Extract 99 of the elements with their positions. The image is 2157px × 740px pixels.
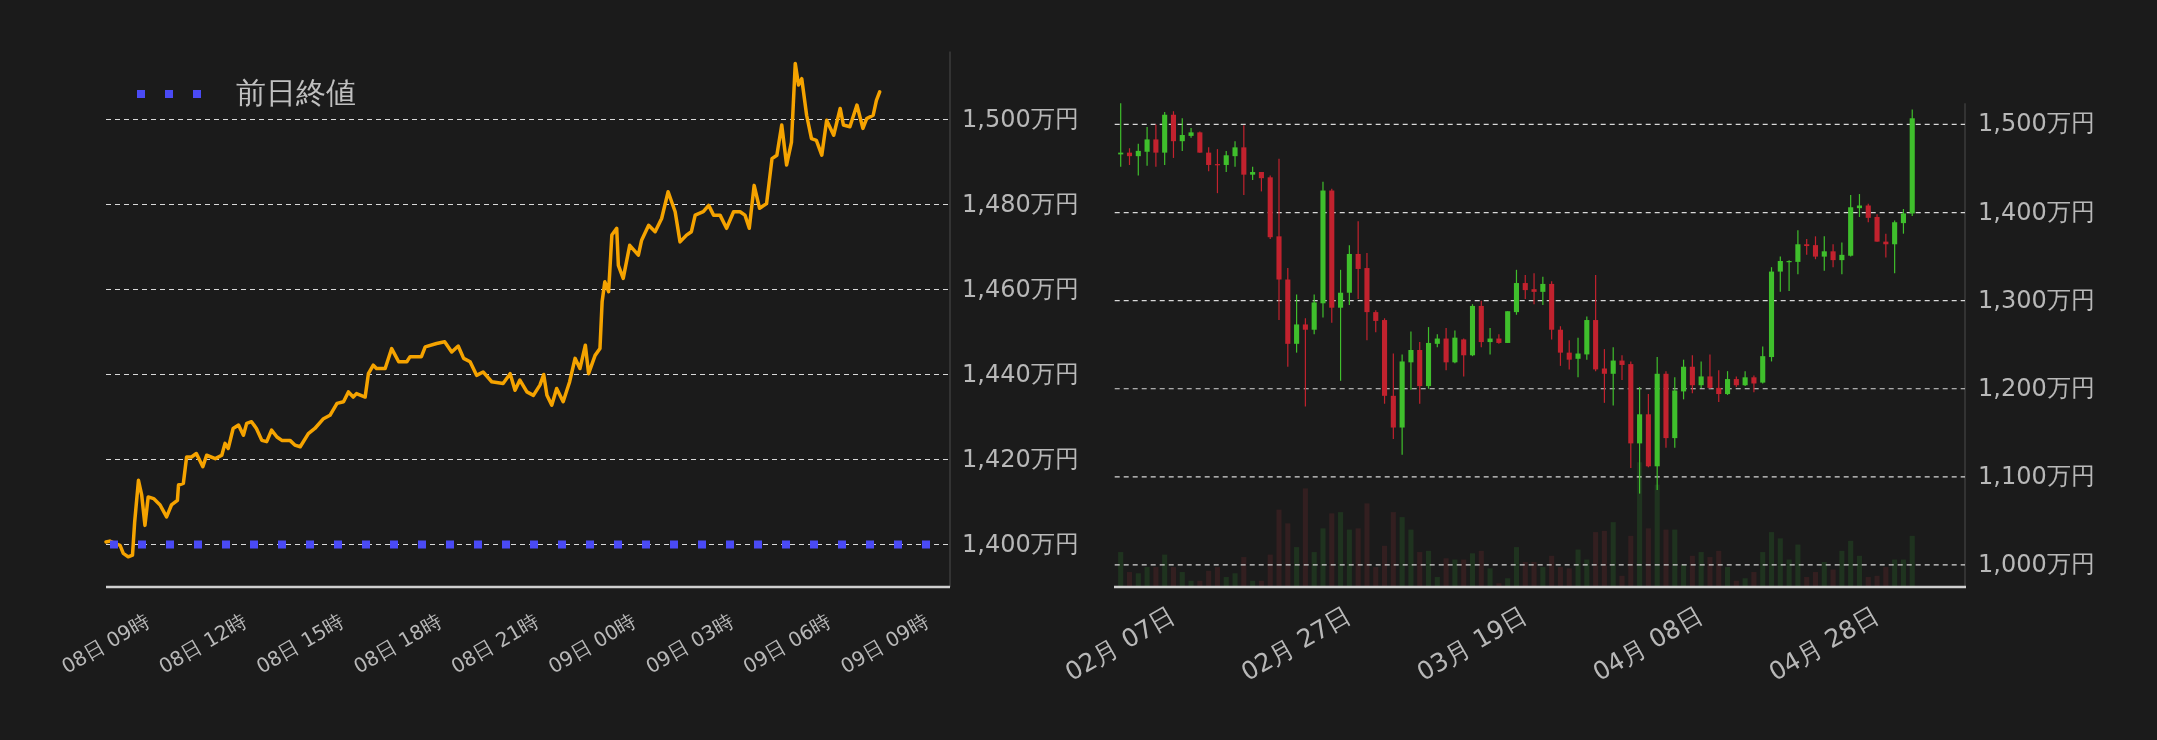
bar xyxy=(1162,554,1168,587)
bar xyxy=(1399,517,1405,587)
bar xyxy=(1302,488,1308,587)
x-tick-label: 08日 12時 xyxy=(154,608,251,679)
bar xyxy=(1461,559,1467,587)
bar xyxy=(1329,513,1335,587)
bar xyxy=(1276,509,1282,587)
bar xyxy=(1285,523,1291,587)
bar xyxy=(1118,552,1124,587)
bar xyxy=(1628,535,1634,587)
bar xyxy=(1206,570,1212,587)
bar xyxy=(1663,529,1669,587)
bar xyxy=(1381,545,1388,587)
x-tick-label: 09日 03時 xyxy=(641,608,738,679)
x-tick-label: 09日 00時 xyxy=(544,608,641,679)
y-tick-label: 1,200万円 xyxy=(1978,373,2095,402)
bar xyxy=(1900,559,1906,587)
bar xyxy=(1566,568,1572,587)
bar xyxy=(1751,572,1757,587)
bar xyxy=(1135,573,1141,587)
y-tick-label: 1,420万円 xyxy=(962,444,1079,473)
bar xyxy=(1452,559,1458,587)
bar xyxy=(1645,528,1651,587)
bar xyxy=(1425,550,1432,587)
bar xyxy=(1364,503,1370,587)
x-tick-label: 08日 18時 xyxy=(349,608,446,679)
bar xyxy=(1373,567,1379,587)
bar xyxy=(1443,558,1449,587)
x-tick-label: 09日 09時 xyxy=(836,608,933,679)
bar xyxy=(1786,559,1792,587)
bar xyxy=(1232,573,1238,587)
bar xyxy=(1830,569,1836,587)
bar xyxy=(1469,553,1476,587)
x-tick-label: 04月 08日 xyxy=(1587,600,1708,687)
bar xyxy=(1768,532,1775,587)
bar xyxy=(1610,522,1616,587)
bar xyxy=(1909,535,1915,587)
bar xyxy=(1593,532,1599,587)
bar xyxy=(1390,512,1396,587)
bar xyxy=(1557,567,1563,587)
bar xyxy=(1153,567,1159,587)
bar xyxy=(1144,567,1150,587)
bar xyxy=(1856,555,1863,587)
bar xyxy=(1338,512,1344,587)
bar xyxy=(1478,550,1484,587)
x-tick-label: 08日 09時 xyxy=(57,608,154,679)
bar xyxy=(1575,549,1581,587)
bar xyxy=(1760,552,1766,587)
bar xyxy=(1417,552,1423,587)
y-tick-label: 1,460万円 xyxy=(962,274,1079,303)
legend-label: 前日終値 xyxy=(236,74,356,110)
bar xyxy=(1777,538,1783,587)
bar xyxy=(1883,567,1889,587)
bar xyxy=(1540,567,1546,587)
bar xyxy=(1126,572,1133,587)
bar xyxy=(1214,567,1220,587)
bar xyxy=(1707,557,1713,587)
bar xyxy=(1795,544,1801,587)
bar xyxy=(1619,575,1625,587)
bar xyxy=(1294,547,1300,587)
bar xyxy=(1698,552,1704,587)
bar xyxy=(1346,529,1352,587)
bar xyxy=(1549,555,1555,587)
bar xyxy=(1320,528,1326,587)
bar xyxy=(1821,562,1827,587)
bar xyxy=(1179,572,1185,587)
y-tick-label: 1,400万円 xyxy=(962,529,1079,558)
bar xyxy=(1522,562,1528,587)
bar xyxy=(1513,547,1520,587)
y-tick-label: 1,500万円 xyxy=(962,104,1079,133)
bar xyxy=(1839,550,1845,587)
x-tick-label: 08日 15時 xyxy=(251,608,349,679)
bar xyxy=(1355,528,1361,587)
x-tick-label: 04月 28日 xyxy=(1763,600,1884,687)
bar xyxy=(1654,484,1660,587)
x-tick-label: 02月 07日 xyxy=(1060,600,1180,687)
x-tick-label: 08日 21時 xyxy=(446,608,543,679)
bar xyxy=(1848,540,1854,587)
bar xyxy=(1601,530,1607,587)
bar xyxy=(1311,552,1317,587)
x-tick-label: 03月 19日 xyxy=(1411,600,1532,687)
y-tick-label: 1,480万円 xyxy=(962,189,1079,218)
bar xyxy=(1672,529,1678,587)
bar xyxy=(1408,529,1414,587)
x-tick-label: 09日 06時 xyxy=(738,608,836,679)
y-tick-label: 1,000万円 xyxy=(1978,549,2095,578)
bar xyxy=(1170,567,1177,587)
y-tick-label: 1,440万円 xyxy=(962,359,1079,388)
y-tick-label: 1,500万円 xyxy=(1978,109,2095,138)
y-tick-label: 1,100万円 xyxy=(1978,461,2095,490)
bar xyxy=(1724,567,1731,587)
y-tick-label: 1,300万円 xyxy=(1978,285,2095,314)
x-tick-label: 02月 27日 xyxy=(1235,600,1356,687)
bar xyxy=(1531,562,1537,587)
bar xyxy=(1487,568,1493,587)
bar xyxy=(1892,559,1898,587)
bar xyxy=(1812,572,1819,587)
bar xyxy=(1716,550,1722,587)
y-tick-label: 1,400万円 xyxy=(1978,197,2095,226)
